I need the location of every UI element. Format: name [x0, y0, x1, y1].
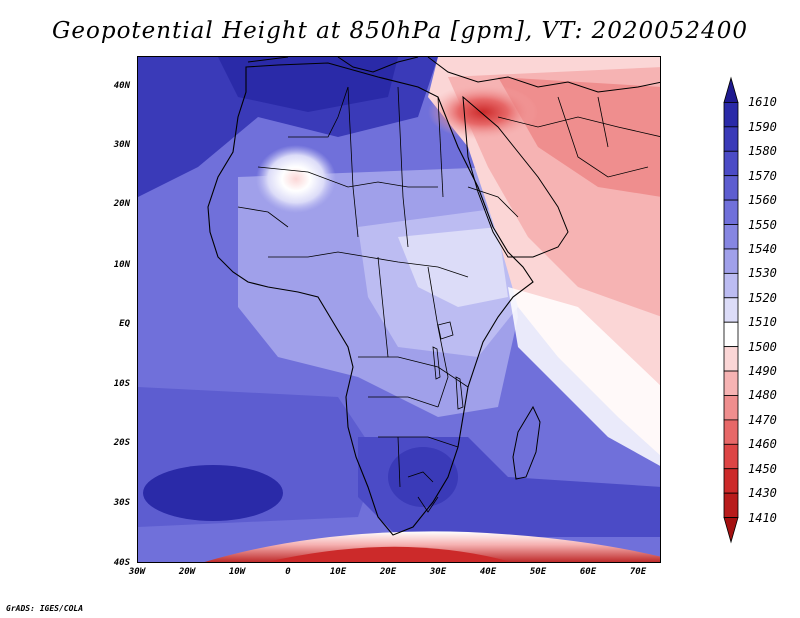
colorbar-swatch — [723, 395, 739, 421]
country-borders — [237, 86, 660, 513]
lon-label-70e: 70E — [629, 567, 647, 577]
colorbar-label: 1470 — [748, 412, 777, 427]
field-sahara-anomaly — [256, 145, 336, 213]
lat-label-20s: 20S — [113, 438, 130, 448]
map-title: Geopotential Height at 850hPa [gpm], VT:… — [52, 18, 748, 44]
colorbar-swatch — [723, 126, 739, 152]
colorbar-label: 1410 — [748, 510, 777, 525]
colorbar-swatch — [723, 199, 739, 225]
lake-malawi — [455, 376, 464, 410]
lon-label-20w: 20W — [178, 567, 196, 577]
map-canvas — [138, 57, 660, 562]
colorbar-swatch — [723, 224, 739, 250]
colorbar-label: 1450 — [748, 461, 777, 476]
lon-label-0: 0 — [285, 567, 291, 577]
lake-tanganyika — [432, 346, 441, 380]
colorbar-label: 1530 — [748, 266, 777, 281]
colorbar-label: 1500 — [748, 339, 777, 354]
colorbar-label: 1550 — [748, 217, 777, 232]
colorbar-swatch — [723, 443, 739, 470]
lon-label-10e: 10E — [329, 567, 347, 577]
field-ethiopia — [398, 227, 508, 307]
grads-credit: GrADS: IGES/COLA — [6, 604, 84, 613]
field-indian-ocean-white — [508, 287, 660, 466]
field-south-atlantic-high — [143, 465, 283, 521]
field-southern-ocean-core — [266, 546, 511, 562]
colorbar-graphic — [723, 76, 739, 544]
lon-label-40e: 40E — [479, 567, 497, 577]
colorbar-label: 1560 — [748, 193, 777, 208]
colorbar-swatch — [723, 517, 739, 544]
colorbar-label: 1610 — [748, 95, 777, 110]
field-iran — [498, 77, 660, 197]
lon-label-10w: 10W — [228, 567, 246, 577]
colorbar-label: 1540 — [748, 241, 777, 256]
field-north-core — [218, 57, 398, 112]
colorbar-label: 1460 — [748, 437, 777, 452]
colorbar-label: 1480 — [748, 388, 777, 403]
arabia-coastline — [462, 95, 569, 258]
colorbar-label: 1510 — [748, 315, 777, 330]
field-southern-africa-high — [388, 447, 458, 507]
lake-victoria — [437, 321, 454, 340]
colorbar-label: 1580 — [748, 144, 777, 159]
colorbar-label: 1570 — [748, 168, 777, 183]
lon-label-30w: 30W — [128, 567, 146, 577]
lon-label-60e: 60E — [579, 567, 597, 577]
colorbar-swatch — [723, 175, 739, 201]
colorbar-label: 1590 — [748, 119, 777, 134]
lat-label-20n: 20N — [113, 199, 130, 209]
colorbar-swatch — [723, 297, 739, 323]
field-levant-low — [428, 84, 538, 140]
colorbar-label: 1430 — [748, 486, 777, 501]
lat-label-10s: 10S — [113, 379, 130, 389]
lat-label-eq: EQ — [119, 319, 130, 329]
colorbar-swatch — [723, 468, 739, 494]
colorbar-swatch — [723, 419, 739, 445]
colorbar-swatch — [723, 346, 739, 372]
lat-label-10n: 10N — [113, 260, 130, 270]
colorbar-label: 1490 — [748, 364, 777, 379]
colorbar-label: 1520 — [748, 290, 777, 305]
lat-label-40n: 40N — [113, 81, 130, 91]
lat-label-40s: 40S — [113, 558, 130, 568]
africa-coastline — [207, 62, 534, 536]
madagascar-coastline — [512, 405, 541, 480]
colorbar-swatch — [723, 321, 739, 348]
lat-label-30n: 30N — [113, 140, 130, 150]
colorbar-swatch — [723, 248, 739, 274]
colorbar-swatch — [723, 370, 739, 396]
colorbar-swatch — [723, 150, 739, 177]
colorbar-swatch — [723, 272, 739, 299]
colorbar-swatch — [723, 102, 739, 128]
colorbar-swatch — [723, 492, 739, 518]
lon-label-20e: 20E — [379, 567, 397, 577]
lat-label-30s: 30S — [113, 498, 130, 508]
lon-label-50e: 50E — [529, 567, 547, 577]
europe-coastline — [247, 57, 660, 93]
lon-label-30e: 30E — [429, 567, 447, 577]
colorbar-swatch — [723, 76, 739, 103]
geopotential-map — [137, 56, 661, 563]
